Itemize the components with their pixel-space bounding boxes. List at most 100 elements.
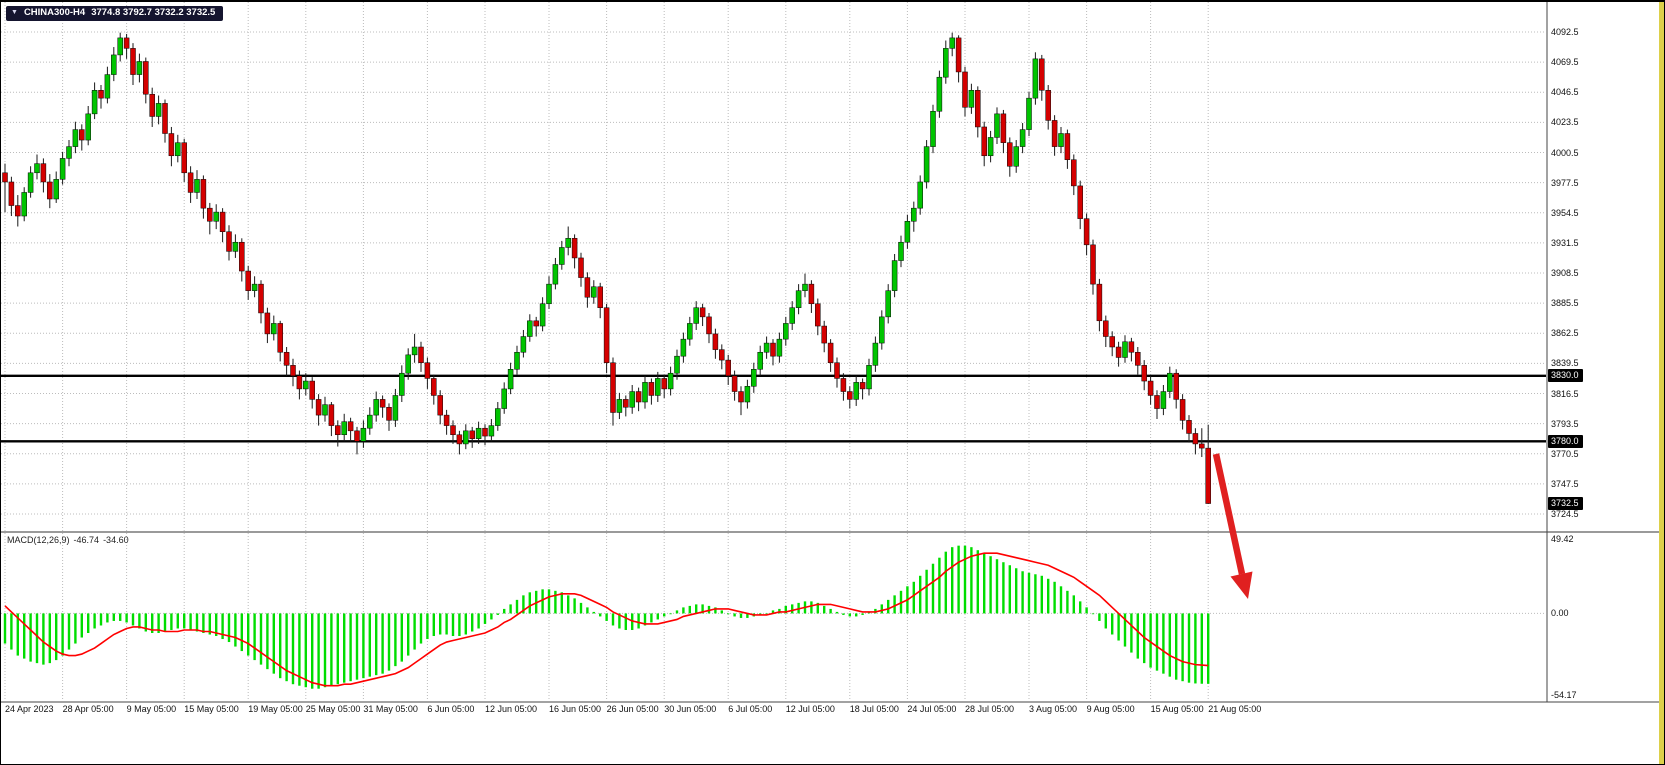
candle bbox=[162, 103, 168, 134]
candle bbox=[527, 320, 533, 337]
candle bbox=[975, 90, 981, 128]
candle bbox=[757, 351, 763, 370]
candle bbox=[341, 421, 347, 436]
candle bbox=[687, 323, 693, 340]
macd-histogram-bar bbox=[1175, 613, 1178, 680]
macd-histogram-bar bbox=[618, 613, 621, 629]
candle bbox=[271, 323, 277, 335]
time-axis-label: 12 Jun 05:00 bbox=[485, 704, 538, 714]
time-axis-label: 12 Jul 05:00 bbox=[785, 704, 835, 714]
macd-histogram-bar bbox=[573, 598, 576, 614]
macd-name: MACD(12,26,9) bbox=[7, 535, 70, 545]
candle bbox=[431, 378, 437, 396]
candle bbox=[629, 391, 635, 408]
macd-histogram-bar bbox=[983, 553, 986, 614]
macd-histogram-bar bbox=[432, 613, 435, 637]
candle bbox=[565, 238, 571, 248]
candle bbox=[443, 414, 450, 426]
candle bbox=[680, 338, 687, 357]
symbol-info-badge[interactable]: ▼ CHINA300-H4 3774.8 3792.7 3732.2 3732.… bbox=[6, 6, 224, 21]
candle bbox=[1071, 159, 1077, 187]
price-tick-label: 3839.5 bbox=[1551, 358, 1579, 369]
price-tick-label: 4000.5 bbox=[1551, 147, 1579, 158]
macd-histogram-bar bbox=[426, 613, 429, 640]
macd-histogram-bar bbox=[592, 611, 595, 614]
candle bbox=[1083, 218, 1090, 246]
candle bbox=[1019, 129, 1026, 147]
candle bbox=[495, 408, 501, 426]
macd-histogram-bar bbox=[61, 613, 64, 656]
macd-histogram-bar bbox=[311, 613, 314, 689]
macd-histogram-bar bbox=[451, 613, 455, 637]
candle bbox=[456, 434, 463, 445]
candle bbox=[130, 48, 136, 75]
candle bbox=[994, 113, 1000, 138]
macd-histogram-bar bbox=[1072, 595, 1075, 614]
candle bbox=[1179, 399, 1186, 421]
time-axis-label: 6 Jul 05:00 bbox=[728, 704, 773, 714]
candle bbox=[815, 303, 821, 327]
candle bbox=[155, 103, 162, 117]
candle bbox=[853, 382, 859, 400]
macd-histogram-bar bbox=[42, 613, 45, 665]
macd-histogram-bar bbox=[1130, 613, 1133, 653]
candle bbox=[379, 399, 386, 408]
candle bbox=[219, 211, 226, 232]
candle bbox=[879, 316, 885, 344]
candle bbox=[226, 231, 232, 252]
macd-histogram-bar bbox=[35, 613, 39, 664]
candle bbox=[40, 163, 47, 183]
candle bbox=[1109, 336, 1115, 348]
macd-histogram-bar bbox=[483, 613, 487, 624]
candle bbox=[578, 257, 584, 278]
candle bbox=[693, 307, 699, 324]
macd-histogram-bar bbox=[912, 581, 915, 614]
macd-histogram-bar bbox=[1002, 562, 1005, 614]
candle bbox=[552, 264, 559, 285]
candle bbox=[386, 407, 392, 421]
macd-histogram-bar bbox=[528, 592, 531, 614]
candle bbox=[930, 110, 936, 147]
macd-histogram-bar bbox=[887, 599, 890, 614]
candle bbox=[411, 346, 418, 356]
time-axis-label: 24 Jul 05:00 bbox=[907, 704, 957, 714]
candle bbox=[648, 382, 655, 396]
symbol-dropdown-icon[interactable]: ▼ bbox=[11, 9, 18, 16]
macd-histogram-bar bbox=[234, 613, 237, 647]
candle bbox=[283, 351, 290, 366]
price-tick-label: 4023.5 bbox=[1551, 117, 1579, 128]
candle bbox=[53, 179, 59, 200]
macd-histogram-bar bbox=[547, 589, 551, 614]
macd-histogram-bar bbox=[106, 613, 109, 623]
macd-histogram-bar bbox=[381, 613, 384, 674]
candle bbox=[789, 307, 795, 324]
macd-histogram-bar bbox=[880, 604, 883, 614]
macd-histogram-bar bbox=[951, 547, 954, 614]
candle bbox=[2, 172, 8, 183]
candle bbox=[450, 425, 456, 436]
macd-histogram-bar bbox=[407, 613, 410, 656]
macd-histogram-bar bbox=[1053, 581, 1056, 614]
price-tick-label: 3816.5 bbox=[1551, 388, 1579, 399]
candle bbox=[15, 205, 21, 217]
sell-arrow-annotation[interactable] bbox=[1212, 453, 1246, 575]
sell-arrow-head[interactable] bbox=[1230, 571, 1253, 600]
time-axis-label: 31 May 05:00 bbox=[363, 704, 418, 714]
macd-histogram-bar bbox=[16, 613, 19, 656]
macd-histogram-bar bbox=[579, 602, 583, 614]
macd-histogram-bar bbox=[144, 613, 147, 632]
macd-histogram-bar bbox=[586, 607, 589, 614]
candle bbox=[1013, 146, 1019, 167]
macd-histogram-bar bbox=[1021, 571, 1024, 614]
macd-histogram-bar bbox=[605, 613, 608, 621]
macd-histogram-bar bbox=[1059, 586, 1063, 614]
macd-tick-label: -54.17 bbox=[1551, 690, 1577, 700]
macd-histogram-bar bbox=[624, 613, 627, 630]
macd-histogram-bar bbox=[541, 589, 544, 614]
macd-histogram-bar bbox=[810, 601, 813, 614]
macd-histogram-bar bbox=[157, 613, 160, 634]
candle bbox=[571, 238, 578, 259]
macd-histogram-bar bbox=[688, 605, 691, 614]
time-axis-label: 26 Jun 05:00 bbox=[606, 704, 659, 714]
